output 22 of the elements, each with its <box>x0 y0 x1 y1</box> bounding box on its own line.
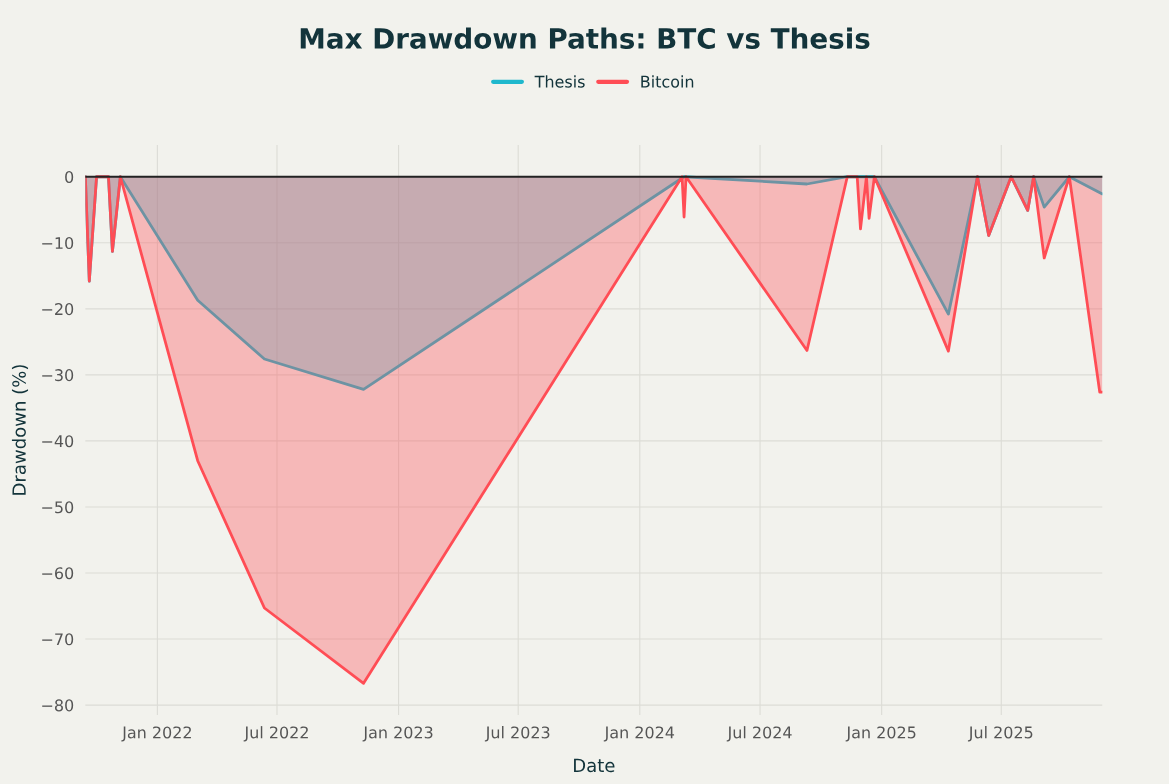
legend-label: Thesis <box>534 75 585 88</box>
chart-title: Max Drawdown Paths: BTC vs Thesis <box>300 27 870 49</box>
y-tick-label: 0 <box>65 170 74 184</box>
x-tick-label: Jan 2023 <box>362 726 433 742</box>
x-tick-label: Jan 2025 <box>845 726 916 742</box>
x-tick-label: Jul 2022 <box>243 726 308 742</box>
x-tick-label: Jan 2022 <box>121 726 191 742</box>
y-tick-label: −20 <box>42 303 74 316</box>
y-tick-label: −30 <box>42 369 74 382</box>
y-tick-label: −40 <box>42 435 74 448</box>
y-tick-label: −70 <box>42 633 74 646</box>
x-axis-title: Date <box>574 758 615 773</box>
x-tick-label: Jul 2024 <box>726 726 792 742</box>
y-axis-title: Drawdown (%) <box>11 365 29 495</box>
x-tick-label: Jan 2024 <box>603 726 675 742</box>
legend-label: Bitcoin <box>641 75 694 88</box>
y-tick-label: −60 <box>42 567 74 580</box>
y-tick-label: −50 <box>42 501 74 514</box>
x-tick-label: Jul 2023 <box>484 726 550 742</box>
x-tick-label: Jul 2025 <box>967 726 1033 742</box>
y-tick-label: −80 <box>42 699 74 712</box>
y-tick-label: −10 <box>42 237 74 250</box>
